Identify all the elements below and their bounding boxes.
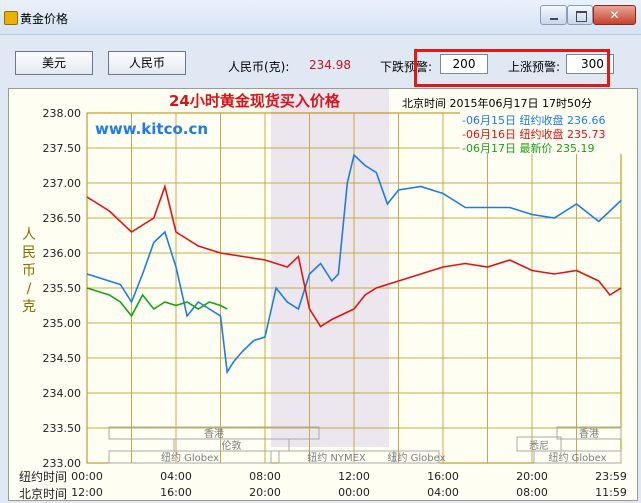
y-axis-label-char: 币	[22, 263, 36, 279]
y-tick-label: 235.50	[43, 282, 82, 295]
kitco-watermark: www.kitco.cn	[95, 120, 208, 138]
y-axis-label: 人民币 / 克	[22, 227, 36, 315]
rmb-button[interactable]: 人民币	[108, 51, 186, 75]
chart-title: 24小时黄金现货买入价格	[169, 92, 341, 110]
y-tick-label: 234.00	[43, 387, 82, 400]
x-tick-ny: 08:00	[249, 470, 281, 483]
legend-jun16: -06月16日 纽约收盘 235.73	[462, 127, 605, 141]
minimize-icon	[550, 18, 558, 20]
price-line-jun17	[86, 287, 228, 318]
beijing-time: 北京时间 2015年06月17日 17时50分	[402, 96, 592, 110]
bj-time-label: 北京时间	[19, 487, 68, 501]
y-tick-label: 237.50	[43, 142, 82, 155]
market-session-box	[393, 450, 440, 464]
minimize-button[interactable]	[540, 5, 567, 25]
market-session-box	[533, 450, 622, 464]
y-axis-label-char: 克	[22, 299, 36, 315]
y-axis-label-char: /	[27, 281, 32, 297]
price-label: 人民币(克):	[228, 60, 290, 74]
x-tick-ny: 00:00	[71, 470, 103, 483]
upper-alert-input[interactable]: 300	[566, 54, 614, 74]
y-tick-label: 235.00	[43, 317, 82, 330]
y-tick-label: 234.50	[43, 352, 82, 365]
upper-alert-label: 上涨预警:	[508, 60, 561, 74]
highlight-band	[271, 89, 389, 447]
market-session-label: 纽约 Globex	[161, 451, 219, 464]
alert-highlight-box	[414, 49, 610, 87]
x-tick-ny: 12:00	[338, 470, 370, 483]
maximize-icon	[576, 11, 587, 22]
y-axis-label-char: 民	[22, 245, 36, 261]
x-tick-ny: 04:00	[160, 470, 192, 483]
x-tick-ny: 20:00	[516, 470, 548, 483]
gold-price-chart: 238.00 237.50 237.00 236.50 236.00 235.50 235.…	[8, 88, 638, 501]
legend-box	[460, 112, 625, 154]
usd-button[interactable]: 美元	[15, 51, 93, 75]
y-axis-label-char: 人	[22, 227, 36, 243]
close-button[interactable]: ✕	[593, 5, 636, 25]
close-icon: ✕	[609, 8, 620, 22]
gold-app-icon	[4, 11, 18, 25]
y-tick-label: 237.00	[43, 177, 82, 190]
market-session-label: 香港	[204, 428, 224, 440]
ny-time-label: 纽约时间	[19, 470, 68, 484]
y-tick-label: 236.00	[43, 247, 82, 260]
market-session-label: 伦敦	[222, 439, 242, 452]
window-title: 黄金价格	[20, 12, 69, 26]
x-tick-ny: 23:59	[595, 470, 627, 483]
chart-svg: 238.00 237.50 237.00 236.50 236.00 235.50 235.…	[22, 89, 627, 499]
y-tick-label: 238.00	[43, 107, 82, 120]
price-value: 234.98	[309, 58, 351, 72]
x-tick-bj: 16:00	[160, 486, 192, 499]
market-session-label: 纽约 Globex	[387, 451, 445, 464]
x-tick-ny: 16:00	[427, 470, 459, 483]
market-session-label: 悉尼	[529, 440, 549, 452]
y-tick-label: 236.50	[43, 212, 82, 225]
market-session-label: 香港	[579, 428, 599, 440]
x-tick-bj: 20:00	[249, 486, 281, 499]
market-session-box	[108, 450, 272, 464]
market-session-label: 纽约 Globex	[548, 451, 606, 464]
maximize-button[interactable]	[567, 5, 593, 25]
x-tick-bj: 04:00	[427, 486, 459, 499]
market-session-label: 纽约 NYMEX	[307, 451, 366, 464]
x-tick-bj: 00:00	[338, 486, 370, 499]
lower-alert-label: 下跌预警:	[380, 60, 433, 74]
legend-jun17: -06月17日 最新价 235.19	[462, 141, 594, 155]
y-tick-label: 233.00	[43, 457, 82, 470]
toolbar: 美元 人民币 人民币(克): 234.98 下跌预警: 200 上涨预警: 30…	[0, 35, 641, 87]
x-tick-bj: 11:59	[595, 486, 627, 499]
price-line-jun15	[86, 153, 622, 375]
y-tick-label: 233.50	[43, 422, 82, 435]
x-tick-bj: 12:00	[71, 486, 103, 499]
lower-alert-input[interactable]: 200	[440, 54, 488, 74]
title-bar: 黄金价格 ✕	[0, 0, 641, 35]
legend-jun15: -06月15日 纽约收盘 236.66	[462, 113, 605, 127]
x-tick-bj: 08:00	[516, 486, 548, 499]
price-line-jun16	[86, 183, 622, 328]
market-session-box	[556, 426, 622, 440]
